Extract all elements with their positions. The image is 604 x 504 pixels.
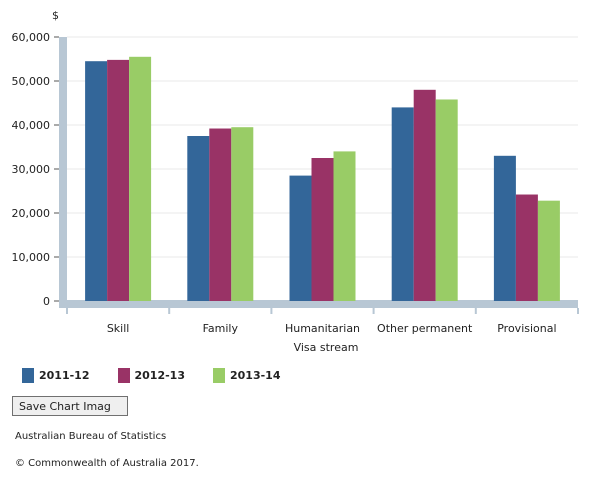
bar-chart: $ 010,00020,00030,00040,00050,00060,000 … <box>12 9 579 354</box>
y-axis-ticks: 0 10,000 20,000 30,000 40,000 50,000 60,000 <box>12 31 59 308</box>
x-tick-label: Skill <box>107 322 130 335</box>
legend-item: 2012-13 <box>117 368 186 383</box>
bars <box>85 56 560 302</box>
x-tick-label: Other permanent <box>377 322 473 335</box>
bar-2013-14-humanitarian <box>333 151 356 301</box>
x-tick-label: Humanitarian <box>285 322 360 335</box>
x-axis-tick <box>66 308 68 314</box>
y-tick-label: 40,000 <box>12 119 51 132</box>
copyright-text: © Commonwealth of Australia 2017. <box>15 458 199 469</box>
y-tick-label: 0 <box>43 295 50 308</box>
bar-2012-13-provisional <box>515 194 538 301</box>
bar-2013-14-provisional <box>537 200 560 301</box>
x-axis-title: Visa stream <box>294 341 359 354</box>
y-tick-label: 30,000 <box>12 163 51 176</box>
x-axis-tick <box>474 308 477 314</box>
x-axis-tick <box>270 308 273 314</box>
x-axis-tick <box>372 308 375 314</box>
y-axis-unit-label: $ <box>52 9 59 22</box>
chart-legend: 2011-12 2012-13 2013-14 <box>22 368 309 383</box>
legend-swatch <box>213 368 225 383</box>
bar-2013-14-family <box>231 127 254 301</box>
bar-2012-13-family <box>209 128 232 301</box>
legend-swatch <box>22 368 34 383</box>
source-text: Australian Bureau of Statistics <box>15 431 167 442</box>
x-tick-label: Family <box>203 322 239 335</box>
y-tick-label: 20,000 <box>12 207 51 220</box>
legend-label: 2011-12 <box>39 369 90 382</box>
bar-2011-12-skill <box>85 61 108 302</box>
bar-2012-13-skill <box>107 59 130 301</box>
legend-item: 2011-12 <box>22 368 90 383</box>
legend-swatch <box>117 368 130 383</box>
bar-2013-14-skill <box>129 56 152 301</box>
axis-frame <box>59 37 579 314</box>
legend-label: 2012-13 <box>134 369 186 382</box>
bar-2011-12-provisional <box>493 155 516 301</box>
x-axis-labels: Skill Family Humanitarian Other permanent Pr… <box>107 322 557 335</box>
bar-2012-13-other-permanent <box>413 89 436 301</box>
y-axis-band <box>59 37 67 301</box>
x-axis-tick <box>168 308 171 314</box>
bar-2013-14-other-permanent <box>435 99 458 301</box>
y-tick-label: 60,000 <box>12 31 51 44</box>
bar-2011-12-humanitarian <box>289 175 312 301</box>
x-tick-label: Provisional <box>497 322 556 335</box>
bar-2012-13-humanitarian <box>311 158 334 301</box>
y-tick-label: 10,000 <box>12 251 51 264</box>
legend-item: 2013-14 <box>213 368 281 383</box>
bar-2011-12-other-permanent <box>391 107 414 302</box>
legend-label: 2013-14 <box>230 369 281 382</box>
x-axis-tick <box>577 308 579 314</box>
x-axis-band <box>59 300 578 308</box>
bar-2011-12-family <box>187 136 210 301</box>
y-tick-label: 50,000 <box>12 75 51 88</box>
save-chart-image-button[interactable]: Save Chart Imag <box>12 396 128 416</box>
